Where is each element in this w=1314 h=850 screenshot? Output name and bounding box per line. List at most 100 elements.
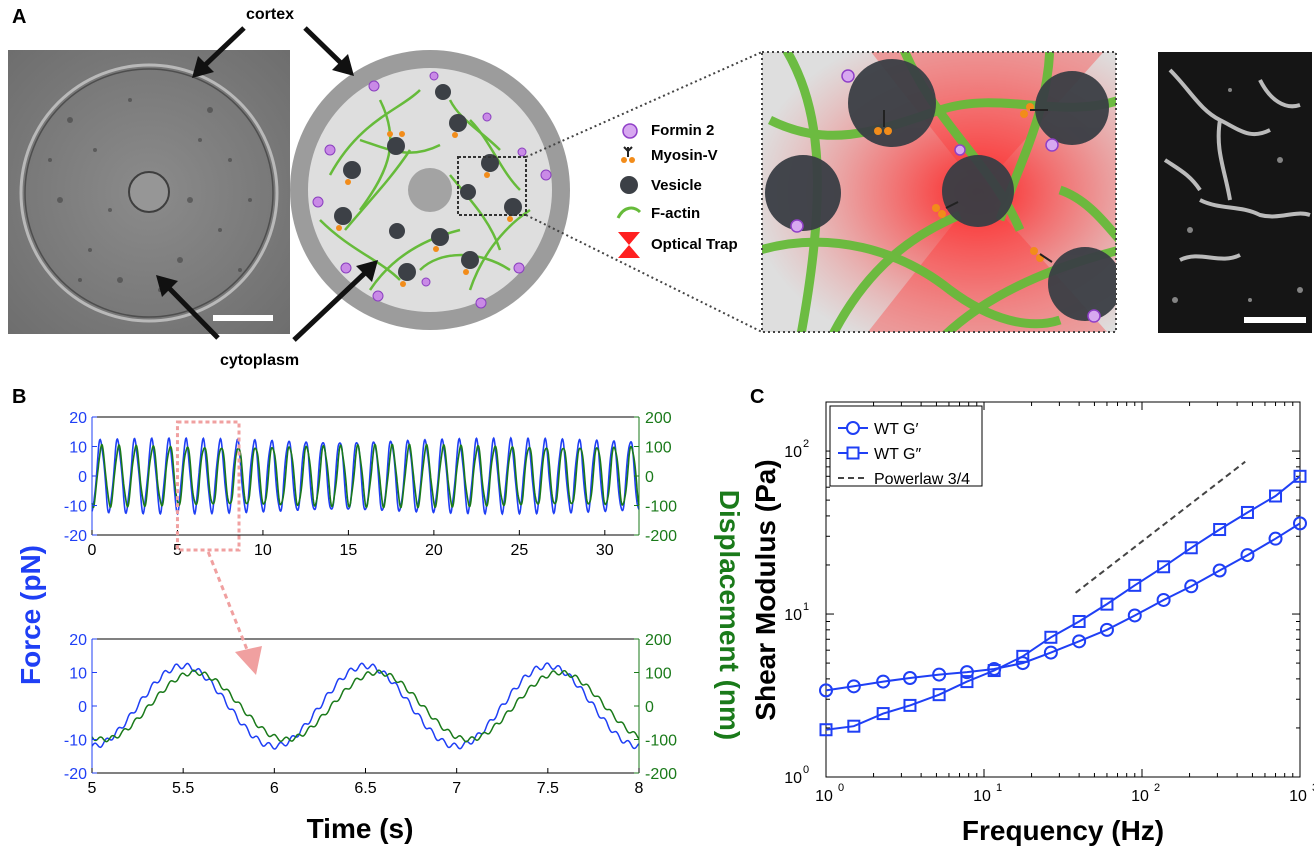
left-tick-label: 20 [69,632,87,649]
x-tick-label-exp: 1 [996,782,1002,794]
x-tick-label: 8 [635,780,644,797]
x-tick-label-exp: 2 [1154,782,1160,794]
left-tick-label: 10 [69,440,87,457]
data-point-square [1128,578,1142,592]
x-tick-label: 6.5 [354,780,376,797]
data-point-circle [1293,516,1307,531]
y-tick-label-base: 10 [784,770,802,787]
panel-a-figure [8,26,1312,342]
panel-c-chart: 100101102103100101102WT G′WT G″Powerlaw … [750,401,1314,846]
data-point-circle [1268,531,1283,546]
fluorescence-image [1158,52,1312,333]
x-tick-label: 15 [340,542,358,559]
series-line-0 [825,522,1301,692]
oocyte-schematic [290,50,570,330]
right-y-axis-label: Displacement (nm) [714,490,745,741]
y-tick-label-exp: 2 [803,438,809,450]
data-point-circle [1240,548,1255,563]
x-tick-label: 10 [254,542,272,559]
y-tick-label-exp: 1 [803,601,809,613]
left-tick-label: 20 [69,410,87,427]
data-point-square [847,719,861,733]
data-point-square [1100,597,1114,611]
legend-icons [616,123,642,258]
data-point-circle [819,683,833,698]
vesicle-icon [620,176,638,194]
legend-box [829,405,983,487]
data-point-circle [1043,645,1058,660]
data-point-square [1293,469,1307,483]
legend-label: WT G′ [874,421,918,438]
panel-letter-c: C [750,386,765,408]
series-line-B-top-right [91,443,640,509]
y-tick-label-base: 10 [784,607,802,624]
x-axis-label: Time (s) [307,813,414,844]
data-point-circle [1072,634,1087,649]
data-point-square [903,698,917,712]
x-tick-label-base: 10 [815,788,833,805]
left-tick-label: -20 [64,766,87,783]
annotation-arrows [156,26,378,342]
data-point-square [1213,523,1227,537]
data-point-circle [876,674,891,689]
plot-frame [825,401,1301,778]
x-tick-label: 20 [425,542,443,559]
data-point-square [1240,505,1254,519]
x-tick-label: 30 [596,542,614,559]
x-tick-label-exp: 0 [838,782,844,794]
legend-vesicle-label: Vesicle [651,177,702,194]
x-tick-label-base: 10 [973,788,991,805]
data-point-circle [1156,592,1171,607]
right-tick-label: -100 [645,733,677,750]
data-point-square [932,688,946,702]
legend-factin-label: F-actin [651,205,701,222]
actin-icon [616,206,642,219]
chart-C: 100101102103100101102WT G′WT G″Powerlaw … [784,401,1314,805]
data-point-circle [846,679,861,694]
scale-bar-fluorescence [1244,317,1306,323]
legend-marker [846,421,860,435]
cortex-label: cortex [246,6,295,23]
legend-label: WT G″ [874,446,921,463]
data-point-square [1072,614,1086,628]
x-tick-label-exp: 3 [1312,782,1314,794]
left-tick-label: 0 [78,469,87,486]
data-point-square [987,664,1001,678]
right-tick-label: -200 [645,766,677,783]
data-point-square [1016,649,1030,663]
data-point-circle [1184,579,1199,594]
left-y-axis-label: Force (pN) [15,545,46,685]
y-axis-label: Shear Modulus (Pa) [750,459,781,720]
myosin-icon [621,146,635,163]
right-tick-label: -100 [645,499,677,516]
data-point-circle [902,671,917,686]
data-point-square [960,675,974,689]
left-tick-label: -10 [64,733,87,750]
series-line-B-top-left [91,436,640,516]
zoom-arrow-head [235,646,262,675]
series-line-1 [825,475,1301,731]
x-tick-label-base: 10 [1131,788,1149,805]
left-tick-label: -20 [64,528,87,545]
y-tick-label-exp: 0 [803,764,809,776]
zoom-region-box [175,420,241,552]
x-tick-label-base: 10 [1289,788,1307,805]
x-tick-label: 7 [452,780,461,797]
x-tick-label: 6 [270,780,279,797]
x-tick-label: 7.5 [537,780,559,797]
data-point-square [819,723,833,737]
x-tick-label: 0 [88,542,97,559]
right-tick-label: 100 [645,440,672,457]
legend-marker [846,446,860,460]
y-tick-label-base: 10 [784,444,802,461]
data-point-circle [1127,608,1142,623]
powerlaw-line [1074,460,1246,594]
data-point-square [876,707,890,721]
left-tick-label: -10 [64,499,87,516]
x-tick-label: 5.5 [172,780,194,797]
legend-optical-trap-label: Optical Trap [651,236,738,253]
data-point-circle [1212,563,1227,578]
chart-legend: WT G′ WT G″ Powerlaw 3/4 [829,405,983,488]
